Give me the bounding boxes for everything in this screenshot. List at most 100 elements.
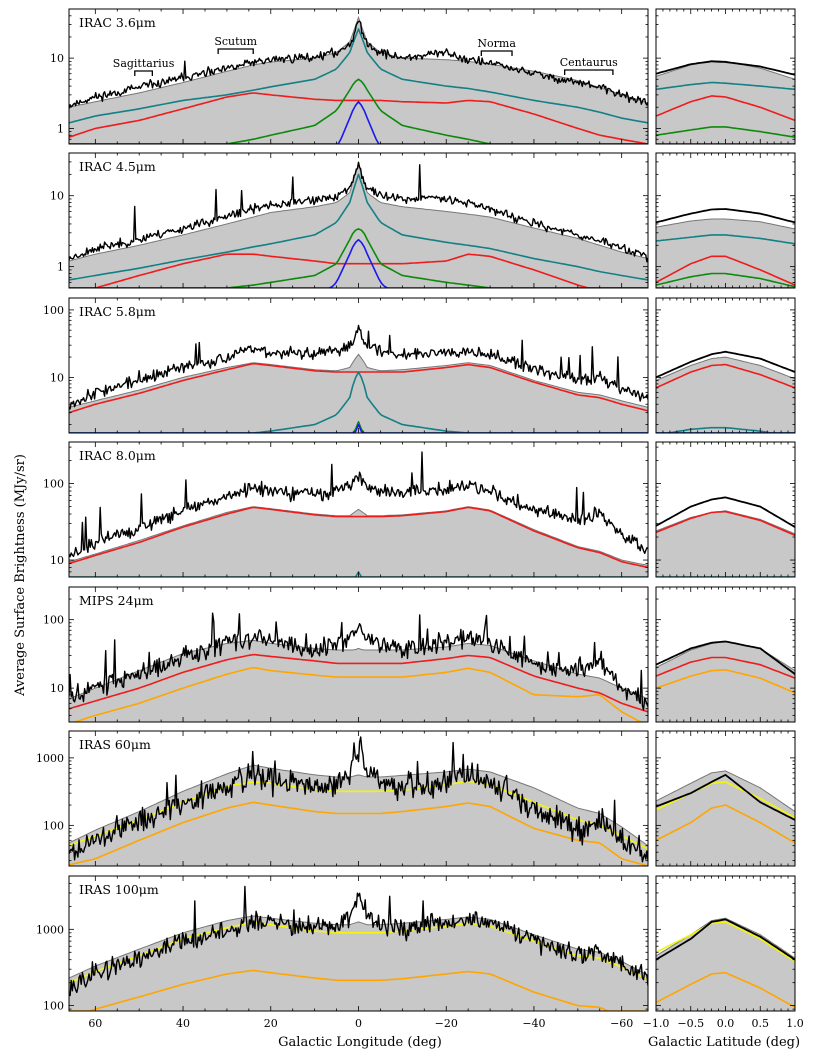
series-model-total-edge [69,764,648,847]
series-model-total-lat-fill [656,219,795,288]
series-observed-lon [69,885,648,997]
series-nuclear-lon [69,238,648,288]
series-observed-lon [69,161,648,263]
lat-tick-label: 1.0 [786,1017,804,1030]
series-bulge-lat [656,126,795,138]
y-tick-label: 10 [50,682,64,695]
latitude-plot [656,917,795,1011]
series-observed-lat [656,208,795,224]
region-label: Centaurus [560,56,618,69]
series-model-total-lat-edge [656,218,795,230]
panel-title: IRAC 3.6μm [79,15,156,30]
panel-title: IRAC 5.8μm [79,304,156,319]
series-dust-lon [69,653,648,713]
series-stellar-lat [656,426,795,433]
y-tick-label: 1000 [36,752,64,765]
panel-title: IRAC 4.5μm [79,159,156,174]
series-observed-lat [656,350,795,379]
latitude-plot [656,208,795,288]
series-model-total-lat-fill [656,770,795,866]
series-observed-lat [656,640,795,675]
panel-5: 10 100 MIPS 24μm [43,586,796,723]
series-model-total-lat-fill [656,918,795,1011]
series-warm-dust-lat [656,668,795,694]
x-axis-label-latitude: Galactic Latitude (deg) [648,1035,800,1050]
y-tick-label: 100 [43,304,64,317]
series-bulge-lon [69,78,648,144]
longitude-plot [69,161,648,288]
series-model-total-lat-edge [656,356,795,381]
panel-title: IRAS 100μm [79,882,159,897]
series-stellar-lon [69,371,648,433]
y-tick-label: 10 [50,190,64,203]
panel-title: MIPS 24μm [79,593,154,608]
series-dust-lat [656,363,795,389]
series-stellar-lat [656,81,795,91]
series-observed-lat [656,773,795,821]
y-tick-label: 100 [43,819,64,832]
series-stellar-lon [69,28,648,124]
lat-tick-label: −0.5 [677,1017,704,1030]
y-tick-label: 100 [43,614,64,627]
series-model-total-fill [69,916,648,1011]
series-dust-lat [656,510,795,537]
region-label: Norma [477,37,516,50]
series-stellar-lon [69,173,648,281]
series-bulge-lat [656,272,795,288]
series-model-total-fill [69,354,648,433]
region-label: Scutum [214,35,257,48]
series-stellar-lat [656,234,795,245]
series-bulge-lon [69,228,648,288]
series-model-total-fill [69,17,648,144]
series-model-total-lat-edge [656,917,795,959]
longitude-plot [69,451,648,577]
series-observed-lat [656,60,795,76]
series-model-total-fill [69,640,648,722]
y-tick-label: 1000 [36,923,64,936]
latitude-plot [656,496,795,577]
panel-6: 100 1000 IRAS 60μm [36,730,796,867]
latitude-plot [656,60,795,144]
series-observed-lat [656,496,795,528]
series-nuclear-lon [69,100,648,144]
series-yellow-component-lat [656,921,795,963]
lon-tick-label: −20 [435,1017,458,1030]
panel-1: 1 10 IRAC 3.6μm Sagittarius Scutum Norma Centa… [50,8,796,145]
series-nuclear-lon [69,423,648,433]
lon-tick-label: −60 [610,1017,633,1030]
region-scutum: Scutum [214,35,258,54]
lon-tick-label: 60 [88,1017,102,1030]
series-dust-lon [69,92,648,144]
series-stellar-lon [69,571,648,577]
y-tick-label: 10 [50,371,64,384]
panel-4: 10 100 IRAC 8.0μm [43,441,796,578]
region-label: Sagittarius [113,57,175,70]
series-model-total-lat-fill [656,510,795,577]
series-model-total-edge [69,506,648,566]
series-warm-dust-lon [69,666,648,722]
series-dust-lon [69,253,648,288]
panel-2: 1 10 IRAC 4.5μm [50,152,796,289]
series-model-total-lat-fill [656,60,795,144]
series-model-total-fill [69,506,648,577]
lon-tick-label: −40 [522,1017,545,1030]
region-norma: Norma [477,37,516,56]
x-axis-label-longitude: Galactic Longitude (deg) [278,1035,442,1050]
series-dust-lat [656,95,795,122]
longitude-plot [69,15,648,144]
y-tick-label: 10 [50,554,64,567]
lon-tick-label: 40 [176,1017,190,1030]
longitude-plot [69,612,648,722]
series-warm-dust-lat [656,971,795,1008]
series-observed-lon [69,324,648,410]
y-tick-label: 100 [43,1000,64,1013]
y-tick-label: 100 [43,478,64,491]
lon-tick-label: 0 [355,1017,362,1030]
longitude-plot [69,885,648,1011]
series-observed-lon [69,20,648,109]
series-model-total-fill [69,165,648,288]
region-centaurus: Centaurus [560,56,618,75]
series-observed-lon [69,736,648,863]
